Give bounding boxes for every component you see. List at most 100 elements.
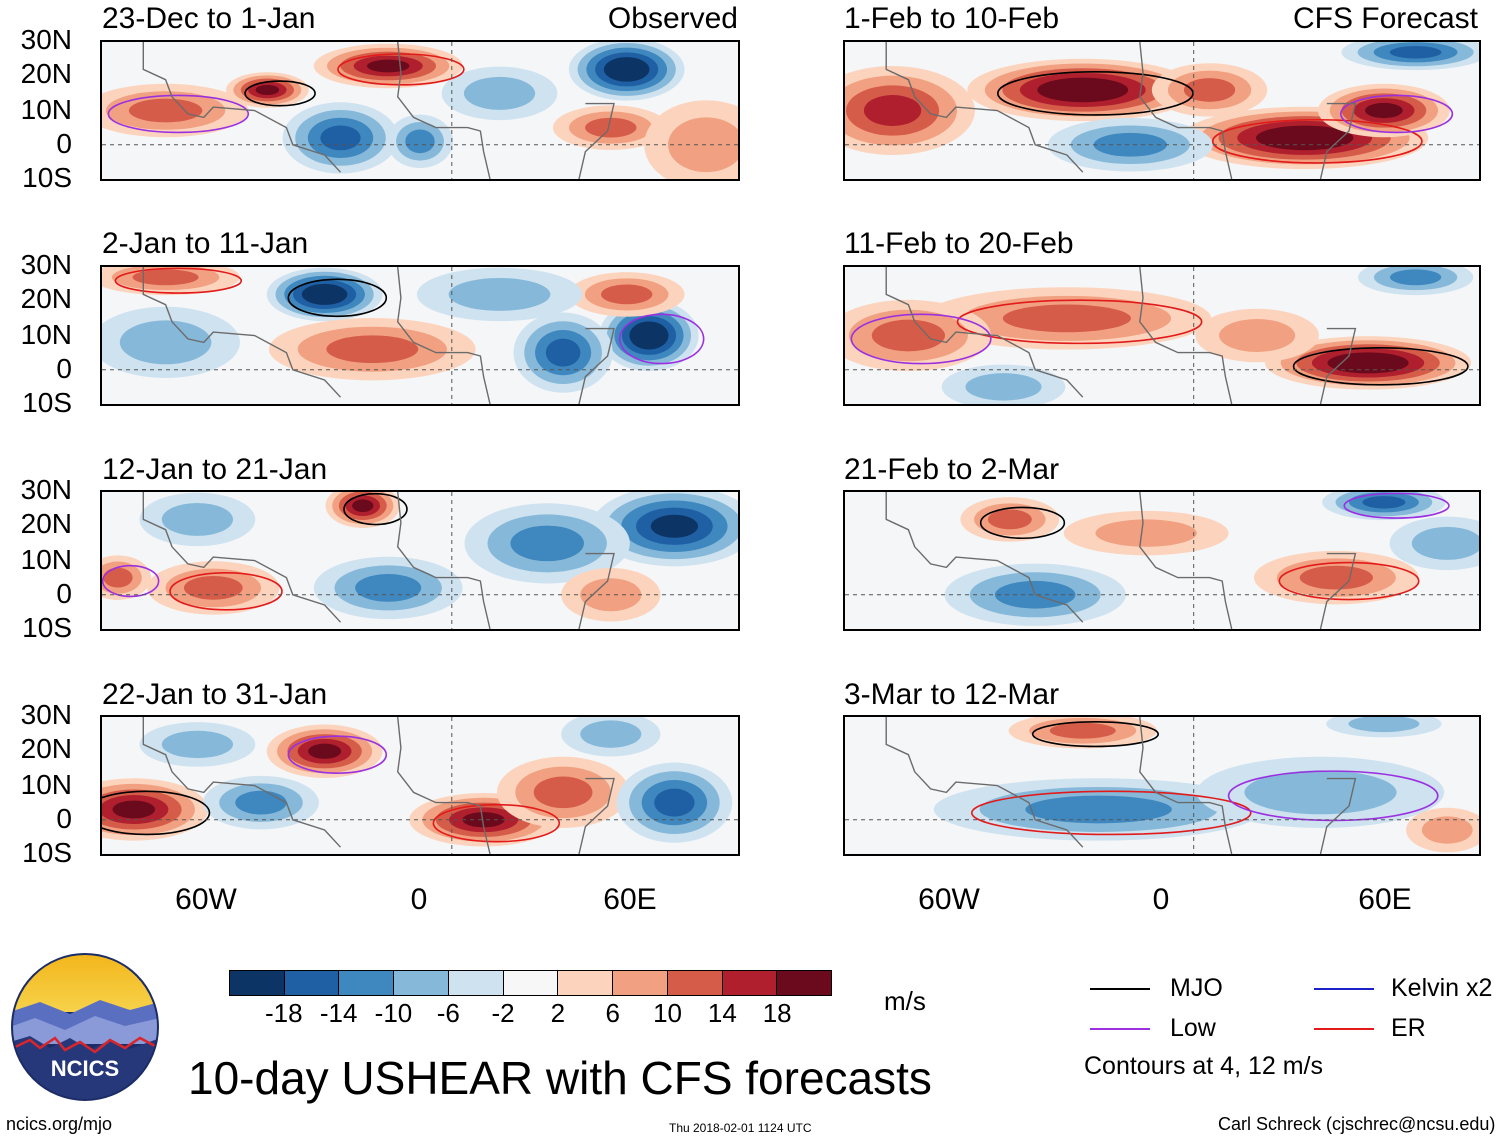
shear-anomaly-blob: [1274, 130, 1335, 146]
colorbar-swatch: [230, 971, 285, 995]
wave-contour: [107, 94, 250, 134]
shear-anomaly-blob: [1411, 526, 1479, 560]
shear-anomaly-blob: [355, 574, 422, 602]
shear-anomaly-blob: [1365, 102, 1403, 119]
y-tick-label: 20N: [20, 508, 72, 539]
coastline: [885, 267, 1357, 404]
shear-anomaly-blob: [161, 730, 234, 759]
colorbar-swatch: [613, 971, 668, 995]
shear-anomaly-blob: [352, 499, 374, 513]
shear-anomaly-blob: [235, 790, 287, 815]
colorbar: [229, 970, 832, 996]
y-tick-label: 20N: [20, 733, 72, 764]
wave-contour: [956, 299, 1203, 345]
legend-line-mjo: [1090, 988, 1150, 990]
wave-contour: [287, 735, 388, 774]
shear-anomaly-blob: [1095, 519, 1197, 547]
colorbar-tick: 6: [605, 998, 620, 1028]
shear-anomaly-blob: [119, 320, 212, 365]
units-label: m/s: [884, 986, 926, 1016]
y-tick-label: 10S: [22, 387, 72, 418]
coastline: [142, 267, 615, 404]
legend-label-er: ER: [1391, 1014, 1426, 1042]
colorbar-tick: -10: [374, 998, 413, 1028]
y-tick-label: 30N: [20, 24, 72, 55]
colorbar-tick: 14: [707, 998, 737, 1028]
shear-anomaly-blob: [1389, 269, 1442, 286]
wave-contour: [1343, 492, 1450, 519]
map-panel-obs-1: [100, 40, 740, 181]
y-tick-label: 10S: [22, 162, 72, 193]
map-panel-obs-3: [100, 490, 740, 631]
colorbar-swatch: [284, 971, 340, 995]
panel-title-fcst-4: 3-Mar to 12-Mar: [844, 678, 1060, 711]
wave-contour: [1339, 94, 1454, 134]
footer-url[interactable]: ncics.org/mjo: [6, 1114, 113, 1134]
y-tick-label: 10N: [20, 94, 72, 125]
legend-line-low: [1090, 1028, 1150, 1030]
colorbar-tick: -18: [265, 998, 303, 1028]
wave-contour: [337, 53, 465, 86]
wave-contour: [1031, 720, 1159, 748]
y-tick-label: 0: [56, 353, 72, 384]
wave-contour: [432, 803, 561, 843]
map-panel-obs-2: [100, 265, 740, 406]
contour-note: Contours at 4, 12 m/s: [1084, 1052, 1324, 1080]
shear-anomaly-blob: [863, 95, 922, 126]
y-tick-label: 30N: [20, 249, 72, 280]
shear-anomaly-blob: [1025, 795, 1172, 824]
shear-anomaly-blob: [636, 326, 661, 345]
shear-anomaly-blob: [405, 129, 435, 154]
colorbar-tick: -2: [491, 998, 515, 1028]
legend-line-er: [1314, 1028, 1374, 1030]
wave-contour: [169, 572, 283, 611]
panel-title-obs-3: 12-Jan to 21-Jan: [102, 453, 328, 486]
colorbar-swatch: [777, 971, 832, 995]
shear-anomaly-blob: [1389, 46, 1442, 59]
wave-contour: [114, 267, 243, 294]
wave-contour: [287, 278, 388, 318]
wave-contour: [102, 790, 211, 836]
legend-line-kelvin: [1314, 988, 1374, 990]
shear-anomaly-blob: [183, 576, 243, 600]
shear-anomaly-blob: [1348, 717, 1420, 733]
coastline: [885, 492, 1357, 629]
cfs-forecast-header: CFS Forecast: [1292, 2, 1478, 35]
x-tick-60e-right: 60E: [1358, 883, 1412, 916]
shear-anomaly-blob: [448, 277, 551, 311]
y-tick-label: 10S: [22, 612, 72, 643]
shear-anomaly-blob: [1049, 722, 1116, 739]
y-tick-label: 10N: [20, 544, 72, 575]
shear-anomaly-blob: [533, 776, 593, 809]
shear-anomaly-blob: [1244, 770, 1397, 815]
shear-anomaly-blob: [462, 812, 505, 828]
panel-title-fcst-1: 1-Feb to 10-Feb: [844, 2, 1060, 35]
colorbar-swatch: [503, 971, 559, 995]
shear-anomaly-blob: [545, 338, 581, 367]
wave-contour: [1211, 118, 1423, 164]
x-tick-0-left: 0: [410, 883, 428, 916]
shear-anomaly-blob: [1093, 132, 1167, 157]
panel-title-obs-2: 2-Jan to 11-Jan: [102, 227, 309, 260]
map-panel-fcst-1: [843, 40, 1481, 181]
ncics-logo: NCICS: [10, 952, 160, 1102]
shear-anomaly-blob: [871, 319, 946, 352]
shear-anomaly-blob: [128, 98, 203, 123]
wave-contour: [996, 70, 1194, 116]
coastline: [885, 717, 1357, 854]
wave-contour: [618, 313, 705, 365]
y-tick-label: 20N: [20, 283, 72, 314]
shear-anomaly-blob: [1219, 319, 1296, 352]
wave-contour: [971, 790, 1252, 836]
shear-anomaly-blob: [580, 720, 642, 748]
map-panel-obs-4: [100, 715, 740, 856]
logo-text: NCICS: [51, 1056, 119, 1081]
shear-anomaly-blob: [326, 335, 419, 364]
x-tick-60w-left: 60W: [175, 883, 237, 916]
y-tick-label: 10N: [20, 769, 72, 800]
x-tick-60e-left: 60E: [603, 883, 657, 916]
wave-contour: [1278, 561, 1420, 601]
colorbar-swatch: [722, 971, 778, 995]
wave-contour: [343, 492, 408, 526]
shear-anomaly-blob: [612, 61, 641, 77]
